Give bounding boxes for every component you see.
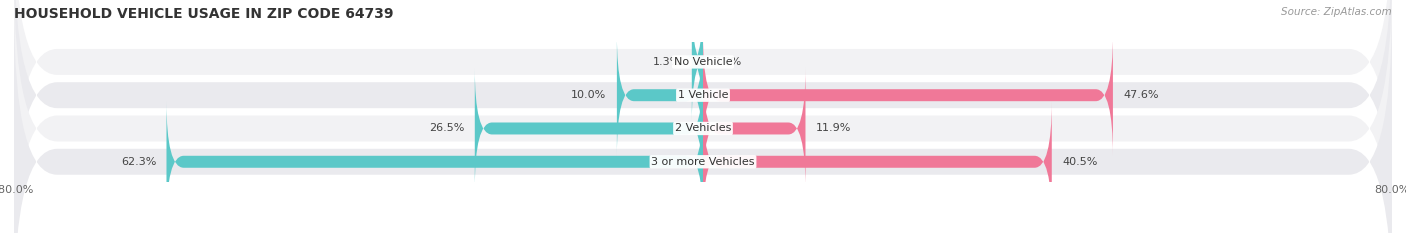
Text: 11.9%: 11.9% [815,123,851,134]
FancyBboxPatch shape [703,101,1052,222]
FancyBboxPatch shape [14,8,1392,233]
FancyBboxPatch shape [703,35,1114,156]
FancyBboxPatch shape [14,0,1392,215]
Text: No Vehicle: No Vehicle [673,57,733,67]
FancyBboxPatch shape [14,0,1392,233]
Text: 1.3%: 1.3% [654,57,682,67]
FancyBboxPatch shape [686,1,709,123]
Text: Source: ZipAtlas.com: Source: ZipAtlas.com [1281,7,1392,17]
FancyBboxPatch shape [617,35,703,156]
Text: 3 or more Vehicles: 3 or more Vehicles [651,157,755,167]
Text: 1 Vehicle: 1 Vehicle [678,90,728,100]
Text: 40.5%: 40.5% [1062,157,1098,167]
Text: 26.5%: 26.5% [429,123,464,134]
Text: 62.3%: 62.3% [121,157,156,167]
FancyBboxPatch shape [14,0,1392,233]
FancyBboxPatch shape [475,68,703,189]
Text: 47.6%: 47.6% [1123,90,1159,100]
Text: HOUSEHOLD VEHICLE USAGE IN ZIP CODE 64739: HOUSEHOLD VEHICLE USAGE IN ZIP CODE 6473… [14,7,394,21]
Text: 10.0%: 10.0% [571,90,606,100]
Text: 0.0%: 0.0% [713,57,741,67]
FancyBboxPatch shape [703,68,806,189]
Legend: Owner-occupied, Renter-occupied: Owner-occupied, Renter-occupied [583,230,823,233]
Text: 2 Vehicles: 2 Vehicles [675,123,731,134]
FancyBboxPatch shape [166,101,703,222]
